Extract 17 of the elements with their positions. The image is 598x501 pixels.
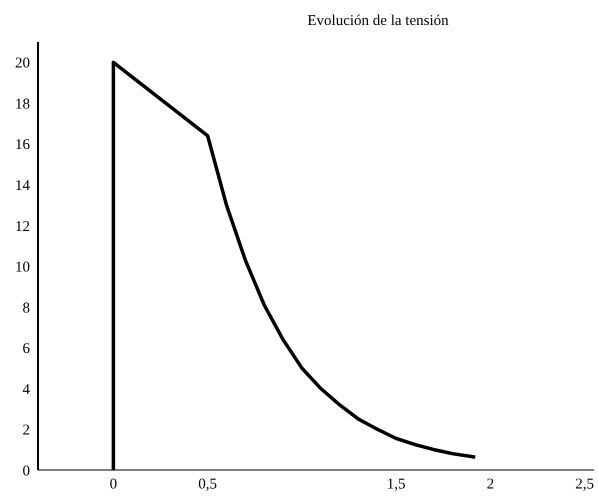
x-tick-label: 1,5: [386, 476, 406, 493]
y-tick-label: 0: [22, 463, 30, 480]
y-tick-label: 8: [22, 300, 30, 316]
y-tick-label: 6: [22, 341, 30, 358]
y-tick-label: 20: [15, 56, 30, 72]
y-tick-label: 12: [15, 218, 30, 235]
y-tick-label: 14: [15, 178, 30, 194]
y-tick-label: 16: [15, 137, 30, 154]
y-tick-label: 10: [15, 260, 30, 276]
y-tick-label: 2: [22, 422, 30, 439]
x-tick-label: 2,5: [575, 476, 594, 493]
y-tick-label: 18: [15, 96, 30, 112]
x-tick-label: 2: [486, 476, 494, 493]
y-tick-label: 4: [22, 382, 30, 398]
x-tick-label: 0,5: [198, 476, 217, 493]
x-tick-label: 0: [110, 476, 118, 493]
chart-title: Evolución de la tensión: [306, 12, 450, 31]
